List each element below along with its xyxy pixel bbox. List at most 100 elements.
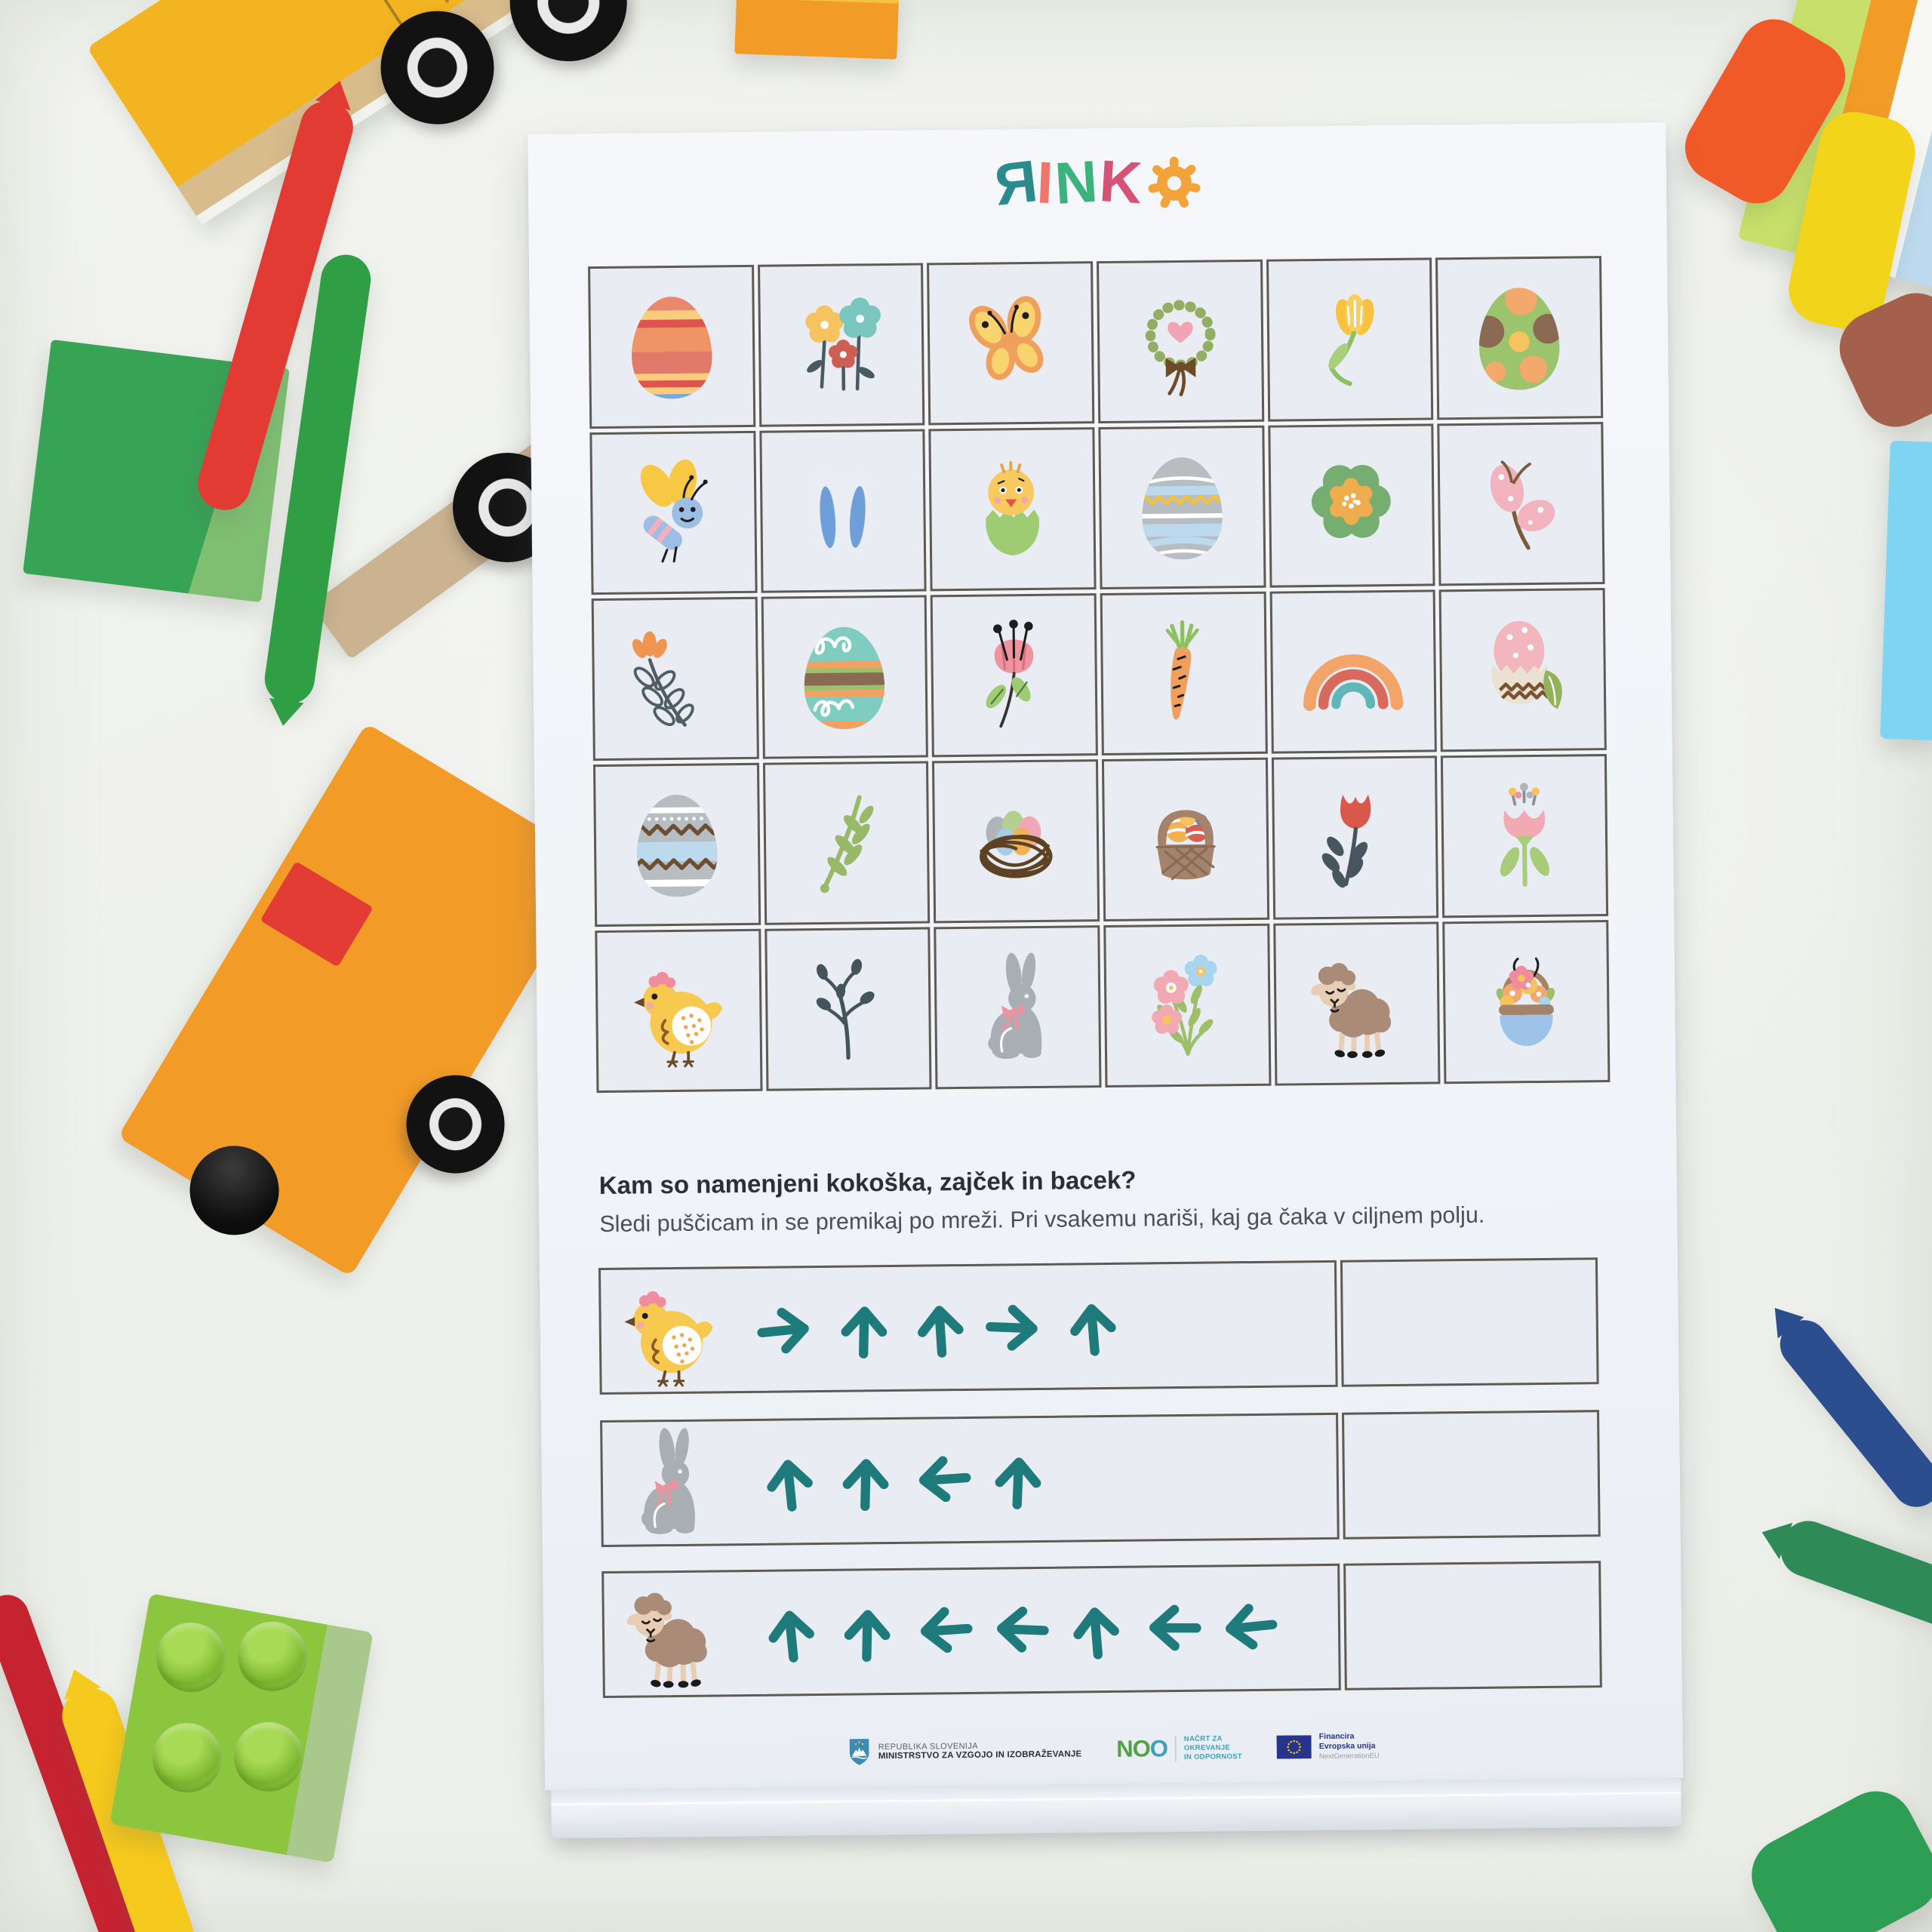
arrow-left-icon	[1149, 1604, 1201, 1651]
grid-cell-wreath-heart	[1097, 259, 1264, 424]
eu-line1: Financira	[1318, 1731, 1355, 1742]
basket-eggs-icon	[1155, 809, 1216, 880]
question-title: Kam so namenjeni kokoška, zajček in bace…	[598, 1165, 1137, 1200]
arrow-sequence	[757, 1590, 1281, 1671]
eu-flag-icon	[1276, 1735, 1312, 1759]
logo: RINK	[528, 143, 1667, 228]
engine-funnel-red	[260, 860, 374, 968]
arrow-up-icon	[767, 1460, 813, 1512]
arrow-up-icon	[995, 1457, 1041, 1509]
arrow-up-icon	[842, 1459, 889, 1512]
bunny-icon	[641, 1428, 695, 1534]
arrow-right-icon	[757, 1307, 809, 1354]
duplo-brick-green	[109, 1593, 374, 1863]
rainbow-icon	[1303, 654, 1404, 711]
task-row-hen	[598, 1257, 1599, 1395]
grid-cell-egg-dotted	[1435, 256, 1604, 420]
grid-cell-rainbow	[1269, 589, 1438, 754]
flower-green-icon	[1312, 464, 1392, 538]
footer-eu: Financira Evropska unija NextGenerationE…	[1276, 1731, 1380, 1761]
grid-cell-nest-eggs	[932, 759, 1100, 924]
task-sequence-sheep	[601, 1563, 1341, 1699]
grid-cell-flower-branch-orange	[591, 596, 759, 761]
bunny-ears-icon	[814, 469, 872, 552]
noo-logo: NOO	[1116, 1734, 1168, 1762]
grid-cell-chick-hatching	[928, 427, 1097, 592]
grid-cell-egg-waves	[1098, 425, 1266, 590]
toy-train-engine	[117, 722, 600, 1278]
arrow-up-icon	[918, 1306, 964, 1358]
noo-line2: OKREVANJE	[1183, 1743, 1231, 1752]
train-wheel	[388, 1057, 523, 1192]
grid-cell-poppy-pink	[930, 593, 1098, 758]
grid-cell-hen	[595, 928, 763, 1094]
arrow-up-icon	[1070, 1304, 1116, 1356]
arrow-sequence	[753, 1288, 1125, 1367]
egg-in-shell-icon	[1491, 620, 1562, 709]
task-rows	[528, 122, 1666, 1699]
arrow-left-icon	[918, 1456, 971, 1503]
footer-divider	[1174, 1735, 1177, 1761]
logo-gear-icon	[1148, 156, 1201, 208]
grid-cell-butterfly-yellow	[927, 261, 1095, 426]
flower-branch-orange-icon	[632, 630, 694, 727]
toy-block-orange	[734, 0, 900, 60]
hen-icon	[633, 971, 722, 1068]
egg-dotted-icon	[1478, 287, 1561, 390]
icon-grid	[588, 256, 1611, 1094]
sheep-icon	[1311, 962, 1392, 1058]
branch-green-icon	[820, 795, 874, 893]
grid-cell-egg-in-shell	[1438, 588, 1607, 752]
answer-box-hen	[1340, 1257, 1599, 1387]
grid-cell-egg-striped	[588, 264, 755, 429]
engine-dome-black	[173, 1129, 296, 1252]
train-wheel	[487, 0, 650, 84]
grid-cell-sheep	[1272, 921, 1441, 1086]
footer-noo: NOO NAČRT ZA OKREVANJE IN ODPORNOST	[1116, 1734, 1242, 1763]
eu-line2: Evropska unija	[1318, 1741, 1376, 1752]
nest-eggs-icon	[980, 810, 1053, 878]
grid-cell-bunny	[934, 925, 1102, 1090]
crayon-chunk-green	[1738, 1777, 1932, 1932]
grid-cell-bunny-ears	[759, 429, 927, 593]
answer-box-sheep	[1343, 1561, 1602, 1690]
task-row-sheep	[601, 1561, 1602, 1699]
hen-icon	[624, 1291, 713, 1387]
dragonfly-icon	[640, 459, 708, 562]
crayon-green-dark	[1774, 1513, 1932, 1634]
grid-cell-dragonfly	[589, 430, 758, 595]
flowers-trio-icon	[805, 297, 881, 391]
grid-cell-tulip-pink	[1441, 754, 1609, 918]
grid-cell-butterfly-pink	[1437, 422, 1605, 586]
arrow-up-icon	[841, 1306, 888, 1359]
basket-flowers-icon	[1496, 957, 1555, 1046]
tulip-yellow-icon	[1328, 294, 1375, 386]
grid-cell-branch-berries	[764, 927, 932, 1091]
task-sequence-bunny	[600, 1412, 1340, 1548]
grid-cell-tulip-red	[1271, 755, 1439, 920]
branch-berries-icon	[817, 958, 875, 1060]
answer-box-bunny	[1342, 1410, 1601, 1540]
task-row-bunny	[600, 1410, 1601, 1548]
wreath-heart-icon	[1145, 299, 1216, 396]
grid-cell-egg-swirl-teal	[761, 595, 929, 759]
arrow-up-icon	[768, 1611, 814, 1663]
ministry-line2: MINISTRSTVO ZA VZGOJO IN IZOBRAŽEVANJE	[878, 1749, 1082, 1761]
carrot-icon	[1165, 620, 1199, 719]
grid-cell-tulip-yellow	[1266, 257, 1434, 422]
butterfly-pink-icon	[1490, 460, 1555, 550]
poppy-pink-icon	[986, 619, 1034, 728]
book-blue	[1880, 440, 1932, 741]
arrow-right-icon	[986, 1304, 1038, 1351]
footer-ministry: REPUBLIKA SLOVENIJA MINISTRSTVO ZA VZGOJ…	[848, 1735, 1082, 1766]
arrow-sequence	[755, 1441, 1051, 1520]
arrow-left-icon	[1225, 1604, 1278, 1650]
chick-hatching-icon	[986, 460, 1040, 555]
egg-zigzag-icon	[636, 794, 718, 897]
worksheet-paper: RINK Kam so namenjeni kokoška, zajček in…	[528, 122, 1684, 1790]
noo-line3: IN ODPORNOST	[1183, 1752, 1243, 1761]
arrow-up-icon	[1073, 1607, 1119, 1660]
worksheet-pad: RINK Kam so namenjeni kokoška, zajček in…	[528, 122, 1684, 1838]
grid-cell-carrot	[1100, 591, 1268, 756]
grid-cell-egg-zigzag	[592, 762, 761, 928]
